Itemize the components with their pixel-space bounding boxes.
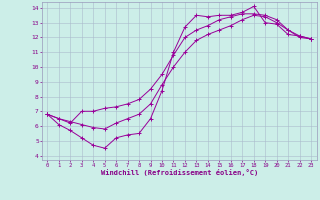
X-axis label: Windchill (Refroidissement éolien,°C): Windchill (Refroidissement éolien,°C) (100, 169, 258, 176)
